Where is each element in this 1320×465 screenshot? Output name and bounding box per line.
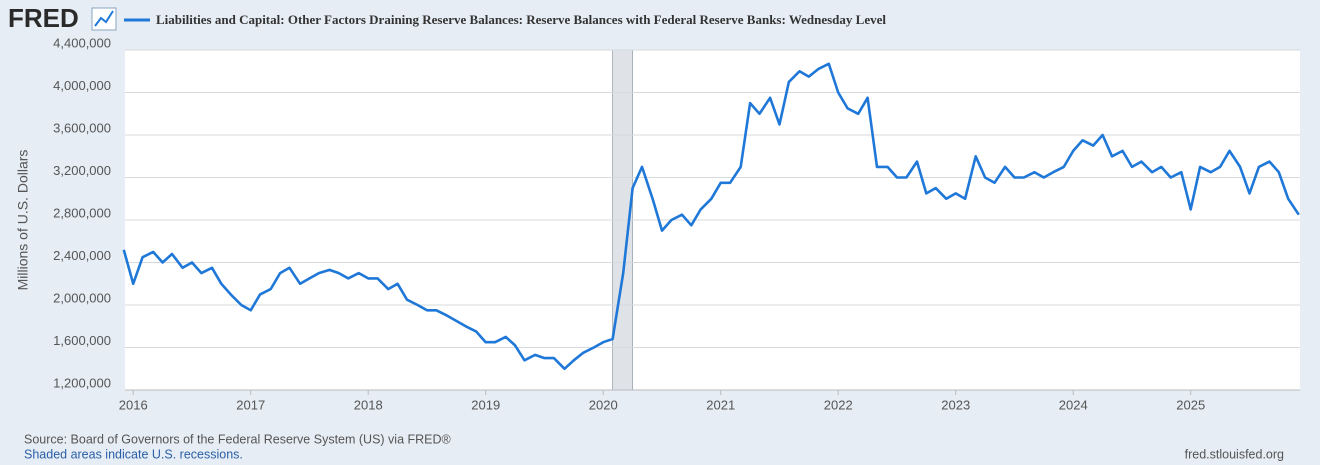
y-tick-label: 3,600,000: [53, 120, 111, 135]
x-tick-label: 2023: [941, 397, 970, 412]
x-tick-label: 2019: [471, 397, 500, 412]
x-tick-label: 2021: [706, 397, 735, 412]
url: fred.stlouisfed.org: [1185, 447, 1284, 461]
y-tick-label: 1,600,000: [53, 333, 111, 348]
y-tick-label: 3,200,000: [53, 163, 111, 178]
x-tick-label: 2016: [119, 397, 148, 412]
x-tick-label: 2020: [589, 397, 618, 412]
y-tick-label: 2,400,000: [53, 248, 111, 263]
x-tick-label: 2022: [824, 397, 853, 412]
x-tick-label: 2018: [354, 397, 383, 412]
logo-icon: [91, 7, 117, 31]
recession-note: Shaded areas indicate U.S. recessions.: [24, 447, 243, 461]
legend-label: Liabilities and Capital: Other Factors D…: [156, 12, 886, 27]
y-tick-label: 4,000,000: [53, 78, 111, 93]
y-axis-label: Millions of U.S. Dollars: [15, 150, 31, 291]
y-tick-label: 4,400,000: [53, 35, 111, 50]
brand-logo: FRED: [8, 3, 79, 33]
source: Source: Board of Governors of the Federa…: [24, 432, 452, 446]
x-tick-label: 2024: [1059, 397, 1088, 412]
y-tick-label: 2,800,000: [53, 205, 111, 220]
x-tick-label: 2017: [236, 397, 265, 412]
y-tick-label: 1,200,000: [53, 375, 111, 390]
series-line: [122, 62, 1300, 371]
x-tick-label: 2025: [1176, 397, 1205, 412]
y-tick-label: 2,000,000: [53, 290, 111, 305]
